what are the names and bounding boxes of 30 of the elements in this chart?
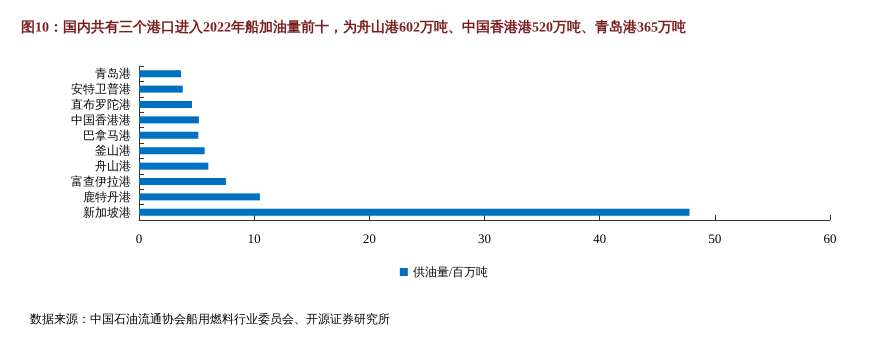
bar: [139, 147, 205, 154]
legend-label: 供油量/百万吨: [412, 265, 488, 279]
y-tick-label: 舟山港: [95, 159, 131, 174]
bar: [139, 162, 208, 170]
y-tick-label: 鹿特丹港: [83, 190, 131, 204]
y-tick-label: 直布罗陀港: [71, 98, 131, 112]
bar: [139, 70, 182, 78]
bar: [139, 86, 183, 93]
y-tick-label: 青岛港: [95, 66, 131, 81]
y-tick-label: 安特卫普港: [71, 82, 131, 96]
x-tick-label: 0: [136, 231, 142, 246]
bar: [139, 208, 690, 216]
x-tick-label: 30: [478, 231, 491, 246]
y-tick-label: 中国香港港: [71, 112, 131, 127]
x-tick-label: 50: [708, 231, 722, 246]
x-tick-label: 10: [248, 231, 261, 246]
y-tick-label: 釜山港: [95, 144, 131, 158]
y-tick-label: 新加坡港: [83, 205, 131, 220]
bar: [139, 132, 198, 139]
bar: [139, 178, 226, 185]
x-tick-label: 40: [593, 231, 606, 246]
y-tick-label: 巴拿马港: [83, 128, 131, 142]
x-tick-label: 20: [362, 231, 376, 246]
y-tick-label: 富查伊拉港: [71, 174, 131, 188]
bar: [139, 101, 192, 108]
x-tick-label: 60: [824, 231, 836, 246]
source-note: 数据来源：中国石油流通协会船用燃料行业委员会、开源证券研究所: [30, 312, 390, 326]
bar: [139, 116, 199, 124]
chart-title: 图10：国内共有三个港口进入2022年船加油量前十，为舟山港602万吨、中国香港港520万吨、青岛港365万吨: [21, 18, 686, 36]
bar: [139, 193, 260, 200]
